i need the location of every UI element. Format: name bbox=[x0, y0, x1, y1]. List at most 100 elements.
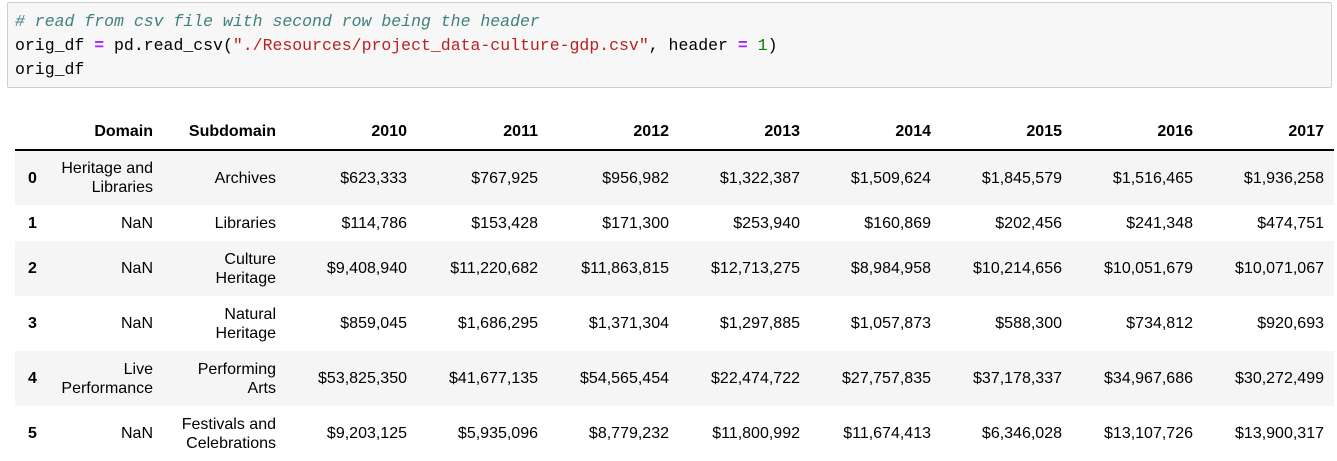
code-token: orig_df bbox=[15, 36, 95, 55]
table-cell: $13,107,726 bbox=[1104, 425, 1193, 442]
column-header: 2011 bbox=[417, 114, 548, 151]
table-row: 1 NaN Libraries $114,786 $153,428 $171,300 $25… bbox=[15, 205, 1334, 241]
table-cell: $1,845,579 bbox=[981, 169, 1062, 187]
code-token: ) bbox=[767, 36, 778, 55]
row-index: 3 bbox=[28, 315, 37, 332]
index-header bbox=[15, 114, 50, 151]
table-cell: $9,408,940 bbox=[326, 260, 407, 277]
table-cell: $9,203,125 bbox=[326, 425, 407, 442]
table-cell: $1,516,465 bbox=[1112, 169, 1193, 187]
table-row: 2 NaN Culture Heritage $9,408,940 $11,220,68… bbox=[15, 241, 1334, 296]
table-cell: Archives bbox=[214, 169, 276, 187]
code-line: orig_df = pd.read_csv("./Resources/proje… bbox=[15, 34, 1331, 58]
table-cell: $8,779,232 bbox=[588, 425, 669, 442]
column-header: 2015 bbox=[941, 114, 1072, 151]
table-row: 3 NaN Natural Heritage $859,045 $1,686,295 $1… bbox=[15, 296, 1334, 351]
code-line: # read from csv file with second row bei… bbox=[15, 10, 1331, 34]
table-cell: $588,300 bbox=[995, 315, 1062, 332]
row-index: 4 bbox=[28, 370, 37, 387]
code-token: "./Resources/project_data-culture-gdp.cs… bbox=[232, 36, 649, 55]
column-header: 2016 bbox=[1072, 114, 1203, 151]
table-cell: NaN bbox=[120, 315, 153, 332]
table-cell: $241,348 bbox=[1126, 214, 1193, 232]
table-cell: $37,178,337 bbox=[973, 370, 1062, 387]
table-cell: $27,757,835 bbox=[842, 370, 931, 387]
table-cell: $22,474,722 bbox=[711, 370, 800, 387]
table-cell: NaN bbox=[120, 214, 153, 232]
table-cell: $859,045 bbox=[340, 315, 407, 332]
row-index: 5 bbox=[28, 425, 37, 442]
table-row: 0 Heritage and Libraries Archives $623,333 $… bbox=[15, 150, 1334, 205]
table-row: 4 Live Performance Performing Arts $53,825,… bbox=[15, 351, 1334, 406]
table-cell: $1,322,387 bbox=[719, 169, 800, 187]
table-cell: Live Performance bbox=[61, 360, 153, 397]
table-cell: $1,686,295 bbox=[457, 315, 538, 332]
table-cell: $5,935,096 bbox=[457, 425, 538, 442]
row-index: 0 bbox=[28, 169, 37, 187]
table-cell: $734,812 bbox=[1126, 315, 1193, 332]
column-header: 2014 bbox=[810, 114, 941, 151]
table-cell: $1,057,873 bbox=[850, 315, 931, 332]
table-cell: $956,982 bbox=[602, 169, 669, 187]
table-cell: $202,456 bbox=[995, 214, 1062, 232]
table-cell: $623,333 bbox=[340, 169, 407, 187]
table-cell: $114,786 bbox=[341, 214, 407, 232]
table-cell: $11,674,413 bbox=[843, 425, 931, 442]
table-cell: $10,214,656 bbox=[973, 260, 1062, 277]
table-cell: $10,071,067 bbox=[1235, 260, 1324, 277]
table-cell: $920,693 bbox=[1257, 315, 1324, 332]
table-cell: $253,940 bbox=[733, 214, 800, 232]
table-cell: Culture Heritage bbox=[215, 250, 276, 287]
table-cell: Heritage and Libraries bbox=[61, 160, 153, 196]
dataframe-table: Domain Subdomain 2010 2011 2012 2013 2014 2015 2… bbox=[15, 114, 1334, 461]
table-cell: $1,936,258 bbox=[1243, 169, 1324, 187]
table-cell: $30,272,499 bbox=[1235, 370, 1324, 387]
table-body: 0 Heritage and Libraries Archives $623,333 $… bbox=[15, 150, 1334, 461]
table-cell: $53,825,350 bbox=[318, 370, 407, 387]
table-cell: $6,346,028 bbox=[981, 425, 1062, 442]
table-row: 5 NaN Festivals and Celebrations $9,203,125… bbox=[15, 406, 1334, 461]
column-header: 2017 bbox=[1203, 114, 1334, 151]
column-header: 2012 bbox=[548, 114, 679, 151]
table-cell: $41,677,135 bbox=[449, 370, 538, 387]
row-index: 1 bbox=[28, 214, 37, 232]
code-token: = bbox=[94, 36, 115, 55]
column-header: Subdomain bbox=[163, 114, 286, 151]
column-header: 2013 bbox=[679, 114, 810, 151]
table-cell: $12,713,275 bbox=[711, 260, 800, 277]
table-cell: $34,967,686 bbox=[1104, 370, 1193, 387]
code-token: orig_df bbox=[15, 60, 85, 79]
table-cell: NaN bbox=[120, 425, 153, 442]
table-cell: Libraries bbox=[214, 214, 276, 232]
table-cell: $160,869 bbox=[864, 214, 931, 232]
table-cell: NaN bbox=[120, 260, 153, 277]
table-cell: Natural Heritage bbox=[215, 305, 276, 342]
table-cell: $1,509,624 bbox=[850, 169, 931, 187]
table-cell: $1,371,304 bbox=[588, 315, 669, 332]
table-cell: $1,297,885 bbox=[719, 315, 800, 332]
table-cell: $153,428 bbox=[471, 214, 538, 232]
row-index: 2 bbox=[28, 260, 37, 277]
table-cell: $11,220,682 bbox=[450, 260, 538, 277]
table-cell: Festivals and Celebrations bbox=[181, 415, 276, 452]
code-cell[interactable]: # read from csv file with second row bei… bbox=[7, 2, 1332, 88]
table-cell: $11,863,815 bbox=[581, 260, 669, 277]
table-cell: $10,051,679 bbox=[1104, 260, 1193, 277]
code-token: # read from csv file with second row bei… bbox=[15, 12, 540, 31]
table-cell: $13,900,317 bbox=[1235, 425, 1324, 442]
column-header: 2010 bbox=[286, 114, 417, 151]
code-line: orig_df bbox=[15, 58, 1331, 82]
header-row: Domain Subdomain 2010 2011 2012 2013 2014 2015 2… bbox=[15, 114, 1334, 151]
table-cell: $767,925 bbox=[471, 169, 538, 187]
code-token: pd.read_csv( bbox=[114, 36, 233, 55]
table-cell: $54,565,454 bbox=[580, 370, 669, 387]
code-token: = bbox=[737, 36, 758, 55]
table-cell: $11,800,992 bbox=[712, 425, 800, 442]
code-token: 1 bbox=[757, 36, 768, 55]
table-cell: $171,300 bbox=[602, 214, 669, 232]
table-cell: Performing Arts bbox=[197, 360, 276, 397]
column-header: Domain bbox=[50, 114, 163, 151]
table-cell: $474,751 bbox=[1257, 214, 1324, 232]
code-token: , header bbox=[648, 36, 738, 55]
table-cell: $8,984,958 bbox=[850, 260, 931, 277]
